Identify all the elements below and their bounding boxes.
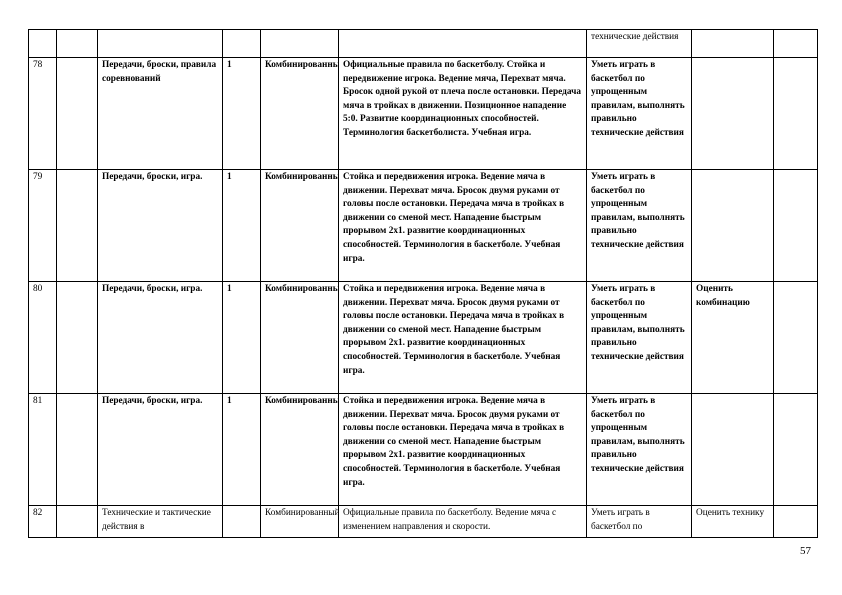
cell-date [56, 169, 98, 282]
cell-content: Стойка и передвижения игрока. Ведение мя… [338, 281, 587, 394]
cell-control: Оценить комбинацию [691, 281, 774, 394]
cell-lesson-type: Комбинированный [260, 281, 339, 394]
cell-control: Оценить технику [691, 505, 774, 538]
cell-control [691, 57, 774, 170]
cell-content: Стойка и передвижения игрока. Ведение мя… [338, 393, 587, 506]
cell-note [773, 281, 818, 394]
table-row: 78 Передачи, броски, правила соревнований… [28, 57, 818, 170]
cell-lesson-type [260, 29, 339, 58]
cell-note [773, 169, 818, 282]
cell-note [773, 505, 818, 538]
cell-skills: технические действия [586, 29, 692, 58]
cell-note [773, 57, 818, 170]
cell-content: Официальные правила по баскетболу. Веден… [338, 505, 587, 538]
cell-date [56, 505, 98, 538]
cell-lesson-number: 80 [28, 281, 57, 394]
cell-topic: Передачи, броски, игра. [97, 281, 223, 394]
cell-control [691, 29, 774, 58]
cell-topic: Передачи, броски, игра. [97, 169, 223, 282]
cell-hours [222, 29, 261, 58]
cell-topic: Технические и тактические действия в [97, 505, 223, 538]
cell-lesson-type: Комбинированный [260, 169, 339, 282]
cell-lesson-number: 81 [28, 393, 57, 506]
cell-lesson-number: 79 [28, 169, 57, 282]
cell-content [338, 29, 587, 58]
cell-hours: 1 [222, 57, 261, 170]
cell-topic: Передачи, броски, игра. [97, 393, 223, 506]
cell-date [56, 57, 98, 170]
cell-skills: Уметь играть в баскетбол по упрощенным п… [586, 57, 692, 170]
cell-topic: Передачи, броски, правила соревнований [97, 57, 223, 170]
cell-lesson-number: 82 [28, 505, 57, 538]
cell-lesson-number: 78 [28, 57, 57, 170]
cell-skills: Уметь играть в баскетбол по упрощенным п… [586, 393, 692, 506]
table-row: 80 Передачи, броски, игра. 1 Комбинированны… [28, 281, 818, 394]
cell-hours: 1 [222, 281, 261, 394]
cell-date [56, 393, 98, 506]
cell-content: Стойка и передвижения игрока. Ведение мя… [338, 169, 587, 282]
cell-skills: Уметь играть в баскетбол по [586, 505, 692, 538]
table-row: 81 Передачи, броски, игра. 1 Комбинированны… [28, 393, 818, 506]
cell-date [56, 281, 98, 394]
cell-hours: 1 [222, 393, 261, 506]
cell-skills: Уметь играть в баскетбол по упрощенным п… [586, 281, 692, 394]
cell-hours [222, 505, 261, 538]
table-row: 79 Передачи, броски, игра. 1 Комбинированны… [28, 169, 818, 282]
table-row: технические действия [28, 29, 818, 58]
cell-control [691, 169, 774, 282]
lesson-plan-table: технические действия 78 Передачи, броски, … [28, 29, 818, 538]
cell-lesson-type: Комбинированный [260, 505, 339, 538]
table-row: 82 Технические и тактические действия в Ко… [28, 505, 818, 538]
cell-hours: 1 [222, 169, 261, 282]
cell-note [773, 393, 818, 506]
page-number: 57 [800, 545, 811, 557]
cell-control [691, 393, 774, 506]
cell-content: Официальные правила по баскетболу. Стойк… [338, 57, 587, 170]
cell-lesson-type: Комбинированный. [260, 57, 339, 170]
cell-lesson-number [28, 29, 57, 58]
cell-lesson-type: Комбинированный [260, 393, 339, 506]
cell-skills: Уметь играть в баскетбол по упрощенным п… [586, 169, 692, 282]
cell-topic [97, 29, 223, 58]
cell-note [773, 29, 818, 58]
cell-date [56, 29, 98, 58]
